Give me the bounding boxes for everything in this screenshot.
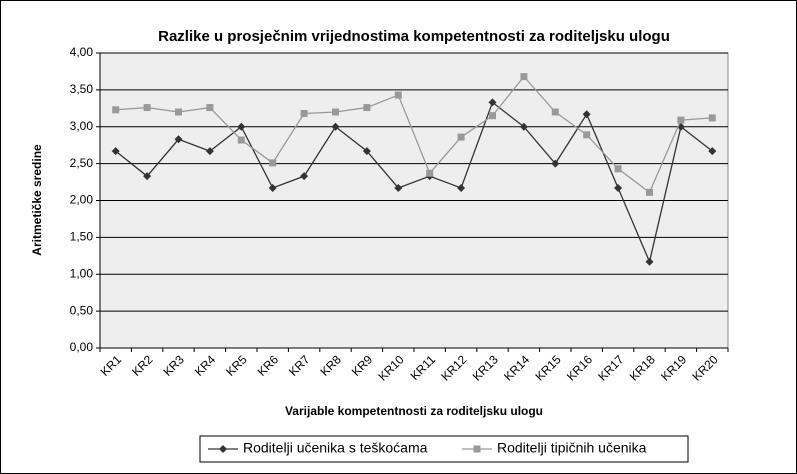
legend bbox=[199, 435, 689, 463]
point bbox=[582, 110, 591, 119]
point bbox=[331, 122, 340, 131]
point bbox=[488, 98, 497, 107]
point bbox=[394, 91, 402, 99]
y-tick-label: 2,00 bbox=[70, 193, 94, 207]
point bbox=[268, 183, 277, 192]
point bbox=[174, 135, 183, 144]
point bbox=[457, 133, 465, 141]
y-tick-label: 4,00 bbox=[70, 45, 94, 59]
y-tick-label: 0,00 bbox=[70, 340, 94, 354]
point bbox=[300, 172, 309, 181]
point bbox=[112, 106, 120, 114]
point bbox=[677, 116, 685, 124]
point bbox=[206, 104, 214, 112]
y-tick-label: 1,50 bbox=[70, 230, 94, 244]
legend-label: Roditelji učenika s teškoćama bbox=[243, 440, 428, 456]
y-axis-title: Aritmetičke sredine bbox=[30, 144, 44, 256]
point bbox=[551, 159, 560, 168]
point bbox=[708, 114, 716, 122]
point bbox=[708, 147, 717, 156]
series-line bbox=[115, 75, 713, 194]
point bbox=[583, 131, 591, 139]
point bbox=[394, 183, 403, 192]
point bbox=[111, 147, 120, 156]
point bbox=[362, 147, 371, 156]
point bbox=[237, 136, 245, 144]
point bbox=[457, 183, 466, 192]
point bbox=[300, 109, 308, 117]
point bbox=[646, 188, 653, 196]
y-tick-label: 3,00 bbox=[70, 119, 94, 133]
chart-title: Razlike u prosječnim vrijednostima kompe… bbox=[158, 28, 670, 45]
y-tick-label: 0,50 bbox=[70, 303, 94, 317]
legend-marker bbox=[219, 445, 227, 453]
point bbox=[332, 108, 339, 116]
point bbox=[519, 122, 528, 131]
point bbox=[520, 73, 528, 81]
point bbox=[551, 108, 559, 116]
point bbox=[237, 122, 246, 131]
point bbox=[363, 104, 371, 112]
point bbox=[143, 104, 151, 112]
x-axis-title: Varijable kompetentnosti za roditeljsku … bbox=[285, 404, 543, 418]
point bbox=[614, 183, 623, 192]
point bbox=[143, 172, 152, 181]
point bbox=[645, 257, 654, 266]
y-tick-label: 3,50 bbox=[70, 82, 94, 96]
y-tick-label: 2,50 bbox=[70, 156, 94, 170]
legend-label: Roditelji tipičnih učenika bbox=[497, 440, 647, 456]
point bbox=[426, 169, 434, 177]
y-tick-label: 1,00 bbox=[70, 266, 94, 280]
point bbox=[489, 112, 496, 120]
series-line bbox=[115, 101, 713, 264]
point bbox=[269, 159, 277, 167]
legend-marker bbox=[473, 445, 481, 453]
point bbox=[614, 165, 622, 173]
point bbox=[205, 147, 214, 156]
point bbox=[175, 108, 182, 116]
